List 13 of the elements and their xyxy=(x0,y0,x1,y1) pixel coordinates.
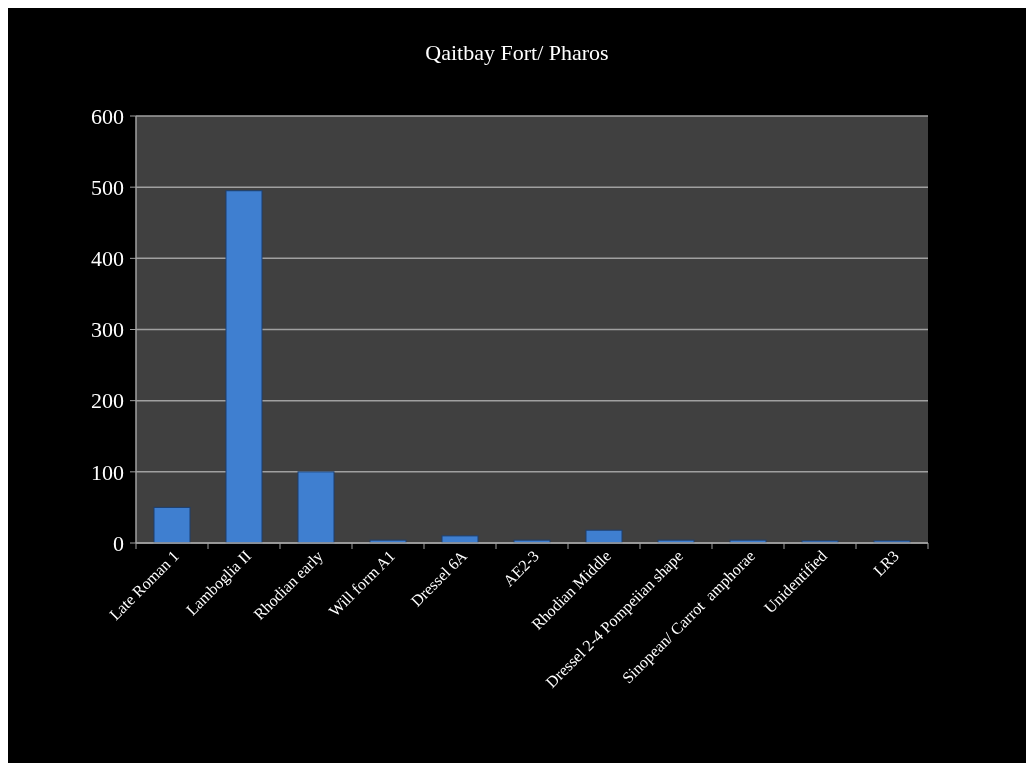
x-tick-label: Will form A1 xyxy=(325,547,399,620)
y-tick-label: 400 xyxy=(91,246,124,272)
y-tick-label: 300 xyxy=(91,317,124,343)
y-tick-label: 0 xyxy=(113,530,124,556)
bar xyxy=(297,471,335,544)
y-tick-label: 500 xyxy=(91,174,124,200)
bar xyxy=(153,506,191,544)
x-tick-label: LR3 xyxy=(869,547,903,580)
y-tick-label: 200 xyxy=(91,388,124,414)
y-tick-label: 600 xyxy=(91,103,124,129)
y-tick-label: 100 xyxy=(91,459,124,485)
chart-title: Qaitbay Fort/ Pharos xyxy=(425,40,609,65)
bar xyxy=(225,190,263,544)
